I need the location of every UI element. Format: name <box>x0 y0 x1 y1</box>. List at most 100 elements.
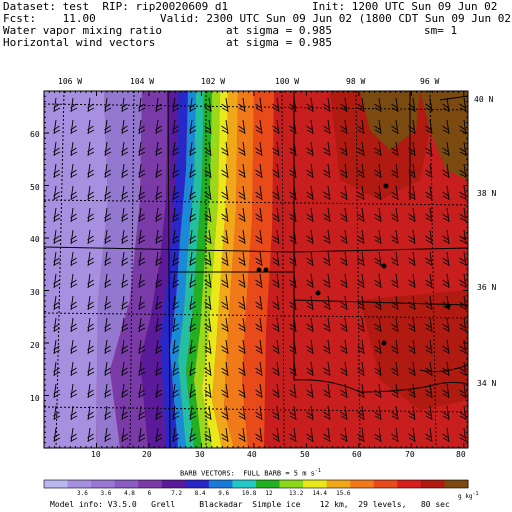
wind-barb <box>121 97 129 113</box>
grid-y-label: 50 <box>30 183 40 192</box>
wind-barb <box>391 273 399 289</box>
wind-barb <box>425 119 433 135</box>
wind-barb <box>255 339 263 355</box>
wind-barb <box>104 405 112 421</box>
wind-barb <box>459 163 467 179</box>
wind-barb <box>255 119 263 135</box>
field-name-wind: Horizontal wind vectors <box>3 36 156 49</box>
wind-barb <box>442 339 450 355</box>
wind-barb <box>272 251 280 267</box>
wind-barb <box>357 405 365 421</box>
lat-label-36n: 36 N <box>477 283 497 292</box>
valid-time: Valid: 2300 UTC Sun 09 Jun 02 (1800 CDT … <box>160 12 512 25</box>
sigma-level-2: at sigma = 0.985 <box>226 36 332 49</box>
wind-barb <box>323 405 331 421</box>
wind-barb <box>221 339 229 355</box>
wind-barb <box>121 383 129 399</box>
wind-barb <box>53 273 61 289</box>
wind-barb <box>289 405 297 421</box>
wind-barb <box>221 317 229 333</box>
wind-barb <box>340 141 348 157</box>
wind-barb <box>172 405 180 421</box>
wind-barb <box>374 295 382 311</box>
dataset-label: Dataset: test RIP: rip20020609 d1 <box>3 0 229 13</box>
wind-barb <box>70 163 78 179</box>
color-bar-swatch <box>44 480 69 488</box>
wind-barb <box>155 295 163 311</box>
wind-barb <box>155 339 163 355</box>
wind-barb <box>121 141 129 157</box>
wind-barb <box>189 273 197 289</box>
color-bar-label: 8.4 <box>194 490 206 497</box>
wind-barb <box>121 119 129 135</box>
wind-barb <box>442 97 450 113</box>
wind-barb <box>442 251 450 267</box>
wind-barb <box>340 273 348 289</box>
wind-barb <box>70 141 78 157</box>
wind-barb <box>104 273 112 289</box>
wind-barb <box>323 273 331 289</box>
wind-barb <box>189 141 197 157</box>
wind-barb <box>87 207 95 223</box>
wind-barb <box>138 361 146 377</box>
wind-barb <box>255 273 263 289</box>
wind-barb <box>323 251 331 267</box>
wind-barb <box>408 97 416 113</box>
wind-barb <box>238 361 246 377</box>
wind-barb <box>374 119 382 135</box>
wind-barb <box>442 207 450 223</box>
wind-barb <box>87 119 95 135</box>
color-bar-swatch <box>161 480 186 488</box>
wind-barb <box>70 405 78 421</box>
wind-barb <box>53 383 61 399</box>
wind-barb <box>155 141 163 157</box>
wind-barb <box>238 229 246 245</box>
wind-barb <box>459 273 467 289</box>
wind-barb <box>459 251 467 267</box>
color-bar-swatch <box>138 480 163 488</box>
wind-barb <box>459 185 467 201</box>
wind-barb <box>189 405 197 421</box>
wind-barb <box>374 427 382 443</box>
grid-y-label: 40 <box>30 235 40 244</box>
wind-barb <box>272 207 280 223</box>
wind-barb <box>323 141 331 157</box>
color-bar-swatch <box>397 480 422 488</box>
lat-label-38n: 38 N <box>477 189 497 198</box>
wind-barb <box>425 273 433 289</box>
wind-barb <box>425 163 433 179</box>
wind-barb <box>221 185 229 201</box>
wind-barb <box>459 229 467 245</box>
wind-barb <box>138 427 146 443</box>
wind-barb <box>323 339 331 355</box>
wind-barb <box>357 361 365 377</box>
grid-x-label: 60 <box>352 450 362 459</box>
wind-barb <box>204 295 212 311</box>
wind-barb <box>189 427 197 443</box>
wind-barb <box>204 119 212 135</box>
wind-barb <box>221 207 229 223</box>
wind-barb <box>425 141 433 157</box>
color-bar-label: 13.2 <box>288 490 304 497</box>
color-bar-swatch <box>114 480 139 488</box>
wind-barb <box>70 383 78 399</box>
wind-barb <box>425 207 433 223</box>
wind-barb <box>189 317 197 333</box>
wind-barb <box>340 317 348 333</box>
wind-barb <box>53 119 61 135</box>
wind-barb <box>340 207 348 223</box>
wind-barb <box>70 97 78 113</box>
color-bar-swatch <box>91 480 116 488</box>
lon-label-106w: 106 W <box>58 77 83 86</box>
grid-x-label: 70 <box>405 450 415 459</box>
wind-barb <box>172 317 180 333</box>
wind-barb <box>53 97 61 113</box>
wind-barb <box>357 251 365 267</box>
wind-barb <box>425 427 433 443</box>
lon-label-104w: 104 W <box>130 77 155 86</box>
wind-barb <box>138 141 146 157</box>
wind-barb <box>238 163 246 179</box>
wind-barb <box>221 427 229 443</box>
wind-barb <box>138 207 146 223</box>
